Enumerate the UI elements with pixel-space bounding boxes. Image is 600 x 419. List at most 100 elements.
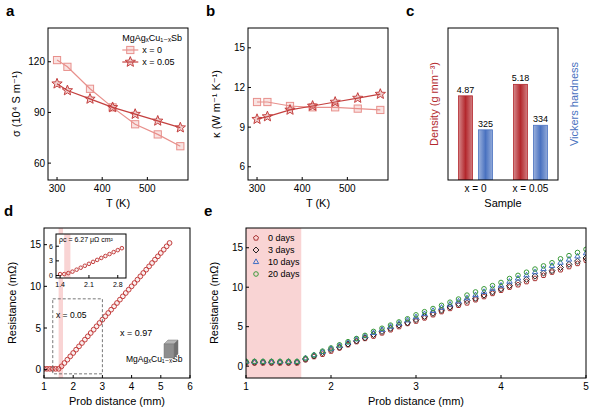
marker-triangle [277,359,282,364]
x-tick [160,375,161,378]
marker-circle [388,323,393,328]
marker-circle [524,270,529,275]
marker-circle [337,343,342,348]
marker-circle [354,336,359,341]
annotation: x = 0.05 [56,310,87,320]
x-tick-label: 5 [583,381,589,392]
marker-square [86,85,93,92]
marker-triangle [405,317,410,322]
y-tick-label: 6 [239,161,245,172]
marker-square [377,106,384,113]
y-axis-title: Density (g mm⁻³) [428,62,440,146]
marker-star [52,78,62,88]
legend-label: 3 days [268,245,295,255]
marker-square [132,121,139,128]
marker-triangle [294,359,299,364]
y-tick [44,286,47,287]
y-tick-label: 15 [30,239,42,250]
marker-circle [95,258,99,262]
y-axis-title: σ (10⁴ S m⁻¹) [10,71,22,137]
x-tick [131,375,132,378]
annotation: x = 0.97 [120,328,152,338]
panel-letter: c [406,2,414,19]
marker-circle [83,264,87,268]
panel: 123456051015Prob distance (mm)Resistance… [4,202,193,407]
x-tick [246,375,247,378]
panel: 12345051015Prob distance (mm)Resistance … [204,202,589,407]
marker-circle [104,254,108,258]
marker-circle [371,329,376,334]
marker-star [353,93,363,103]
marker-circle [575,250,580,255]
y-tick-label: 12 [234,82,246,93]
plot-frame [48,28,188,180]
marker-circle [252,359,257,364]
marker-diamond [277,359,283,365]
y-tick [248,87,251,88]
marker-square [253,98,260,105]
marker-circle [558,256,563,261]
x-axis-title: Prob distance (mm) [368,395,464,407]
plot-area [459,84,548,180]
marker-circle [295,359,300,364]
y-tick-label: 3 [49,257,53,264]
marker-circle [329,346,334,351]
y-axis-title: Resistance (mΩ) [208,262,220,344]
figure: 3004005006090120T (K)σ (10⁴ S m⁻¹)MgAgₓC… [0,0,600,419]
y-tick [56,275,59,276]
x-tick-label: x = 0.05 [513,183,549,194]
marker-diamond [575,258,581,264]
marker-square [154,131,161,138]
marker-square [177,143,184,150]
legend-marker [253,247,259,253]
marker-circle [71,270,75,274]
marker-star [85,94,95,104]
x-tick [102,177,103,180]
marker-circle [346,339,351,344]
x-tick-label: 500 [139,183,156,194]
marker-circle [87,262,91,266]
x-tick [60,275,61,278]
marker-circle [320,349,325,354]
x-tick [102,375,103,378]
y-tick-label: 120 [28,56,45,67]
legend-marker [253,259,258,264]
legend: 0 days3 days10 days20 days [253,233,300,279]
marker-triangle [396,320,401,325]
marker-triangle [379,327,384,332]
marker-star [130,109,140,119]
y-tick [248,166,251,167]
marker-circle [99,256,103,260]
y-tick-label: 10 [232,282,244,293]
x-tick-label: 6 [187,381,193,392]
x-axis-title: T (K) [106,197,130,209]
x-tick-label: 4 [129,381,135,392]
x-axis-title: Prob distance (mm) [69,395,165,407]
x-tick [88,275,89,278]
marker-diamond [558,264,564,270]
data-label: 4.87 [457,85,475,95]
legend-marker [125,57,135,67]
x-tick-label: 2 [70,381,76,392]
x-tick [73,375,74,378]
bar [514,84,528,180]
marker-triangle [311,352,316,357]
data-label: 334 [533,114,548,124]
marker-circle [541,264,546,269]
marker-circle [567,253,572,258]
legend-marker [127,46,134,53]
x-tick [586,375,587,378]
zoom-frame [53,299,103,374]
series-line [57,60,180,146]
x-axis-title: T (K) [306,197,330,209]
y-tick [48,61,51,62]
marker-circle [120,246,124,250]
marker-triangle [260,359,265,364]
x-tick [331,375,332,378]
x-tick [147,177,148,180]
x-tick-label: 1 [243,381,249,392]
marker-circle [405,316,410,321]
marker-circle [167,241,172,246]
marker-circle [79,266,83,270]
marker-square [64,63,71,70]
